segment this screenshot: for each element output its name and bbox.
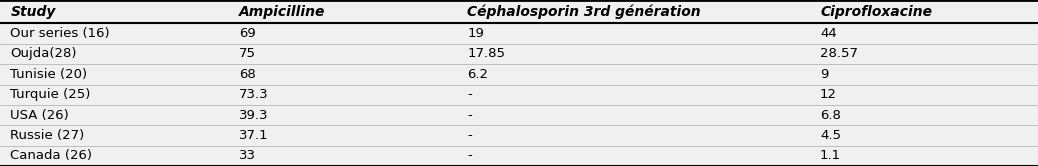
Text: 75: 75 bbox=[239, 47, 255, 60]
Text: USA (26): USA (26) bbox=[10, 109, 70, 122]
Text: Tunisie (20): Tunisie (20) bbox=[10, 68, 87, 81]
Text: 6.2: 6.2 bbox=[467, 68, 488, 81]
Text: Russie (27): Russie (27) bbox=[10, 129, 85, 142]
Text: 17.85: 17.85 bbox=[467, 47, 506, 60]
Text: 12: 12 bbox=[820, 88, 837, 101]
Text: -: - bbox=[467, 109, 472, 122]
Text: Study: Study bbox=[10, 5, 56, 19]
Text: 69: 69 bbox=[239, 27, 255, 40]
Text: 6.8: 6.8 bbox=[820, 109, 841, 122]
Text: Our series (16): Our series (16) bbox=[10, 27, 110, 40]
Text: 33: 33 bbox=[239, 149, 255, 162]
Text: 73.3: 73.3 bbox=[239, 88, 269, 101]
Text: Céphalosporin 3rd génération: Céphalosporin 3rd génération bbox=[467, 4, 701, 19]
Text: 37.1: 37.1 bbox=[239, 129, 269, 142]
Text: 44: 44 bbox=[820, 27, 837, 40]
Text: 28.57: 28.57 bbox=[820, 47, 858, 60]
Text: Ampicilline: Ampicilline bbox=[239, 5, 325, 19]
Text: 68: 68 bbox=[239, 68, 255, 81]
Text: -: - bbox=[467, 129, 472, 142]
Text: -: - bbox=[467, 149, 472, 162]
Text: Turquie (25): Turquie (25) bbox=[10, 88, 90, 101]
Text: 4.5: 4.5 bbox=[820, 129, 841, 142]
Text: 19: 19 bbox=[467, 27, 484, 40]
Text: Canada (26): Canada (26) bbox=[10, 149, 92, 162]
Text: Ciprofloxacine: Ciprofloxacine bbox=[820, 5, 932, 19]
Text: 1.1: 1.1 bbox=[820, 149, 841, 162]
Text: -: - bbox=[467, 88, 472, 101]
Text: Oujda(28): Oujda(28) bbox=[10, 47, 77, 60]
Text: 9: 9 bbox=[820, 68, 828, 81]
Text: 39.3: 39.3 bbox=[239, 109, 268, 122]
